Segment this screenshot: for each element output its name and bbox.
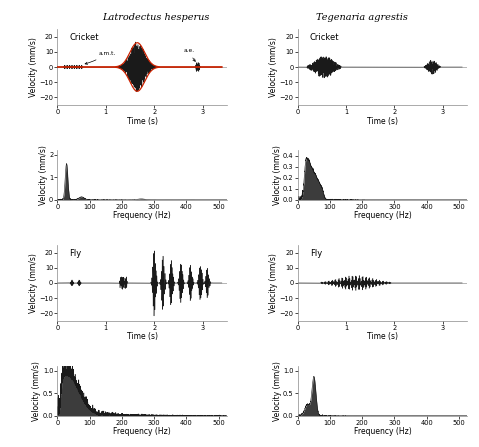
- Y-axis label: Velocity (mm/s): Velocity (mm/s): [273, 145, 282, 205]
- Text: a.m.t.: a.m.t.: [85, 51, 116, 64]
- Text: Latrodectus hesperus: Latrodectus hesperus: [102, 13, 209, 22]
- X-axis label: Frequency (Hz): Frequency (Hz): [113, 211, 171, 220]
- Y-axis label: Velocity (mm/s): Velocity (mm/s): [29, 37, 38, 97]
- Text: Cricket: Cricket: [309, 33, 339, 42]
- Text: a.e.: a.e.: [183, 48, 195, 61]
- X-axis label: Time (s): Time (s): [367, 117, 398, 126]
- Text: Fly: Fly: [309, 249, 322, 258]
- Y-axis label: Velocity (mm/s): Velocity (mm/s): [269, 37, 278, 97]
- Y-axis label: Velocity (mm/s): Velocity (mm/s): [269, 253, 278, 313]
- Y-axis label: Velocity (mm/s): Velocity (mm/s): [39, 145, 48, 205]
- X-axis label: Time (s): Time (s): [367, 333, 398, 342]
- X-axis label: Time (s): Time (s): [126, 333, 158, 342]
- X-axis label: Frequency (Hz): Frequency (Hz): [113, 427, 171, 436]
- Y-axis label: Velocity (mm/s): Velocity (mm/s): [32, 361, 41, 421]
- Text: Tegenaria agrestis: Tegenaria agrestis: [316, 13, 408, 22]
- Text: Cricket: Cricket: [69, 33, 99, 42]
- Y-axis label: Velocity (mm/s): Velocity (mm/s): [273, 361, 282, 421]
- Y-axis label: Velocity (mm/s): Velocity (mm/s): [29, 253, 38, 313]
- X-axis label: Frequency (Hz): Frequency (Hz): [354, 211, 411, 220]
- X-axis label: Frequency (Hz): Frequency (Hz): [354, 427, 411, 436]
- Text: Fly: Fly: [69, 249, 81, 258]
- X-axis label: Time (s): Time (s): [126, 117, 158, 126]
